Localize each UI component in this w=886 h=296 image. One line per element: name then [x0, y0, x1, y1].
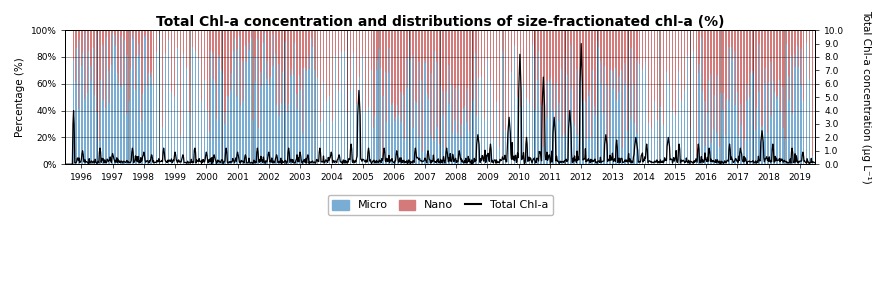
Title: Total Chl-a concentration and distributions of size-fractionated chl-a (%): Total Chl-a concentration and distributi… [156, 15, 725, 29]
Legend: Micro, Nano, Total Chl-a: Micro, Nano, Total Chl-a [328, 195, 553, 215]
Y-axis label: Percentage (%): Percentage (%) [15, 57, 25, 137]
Y-axis label: Total Chl-a concentration (μg L⁻¹): Total Chl-a concentration (μg L⁻¹) [861, 10, 871, 184]
